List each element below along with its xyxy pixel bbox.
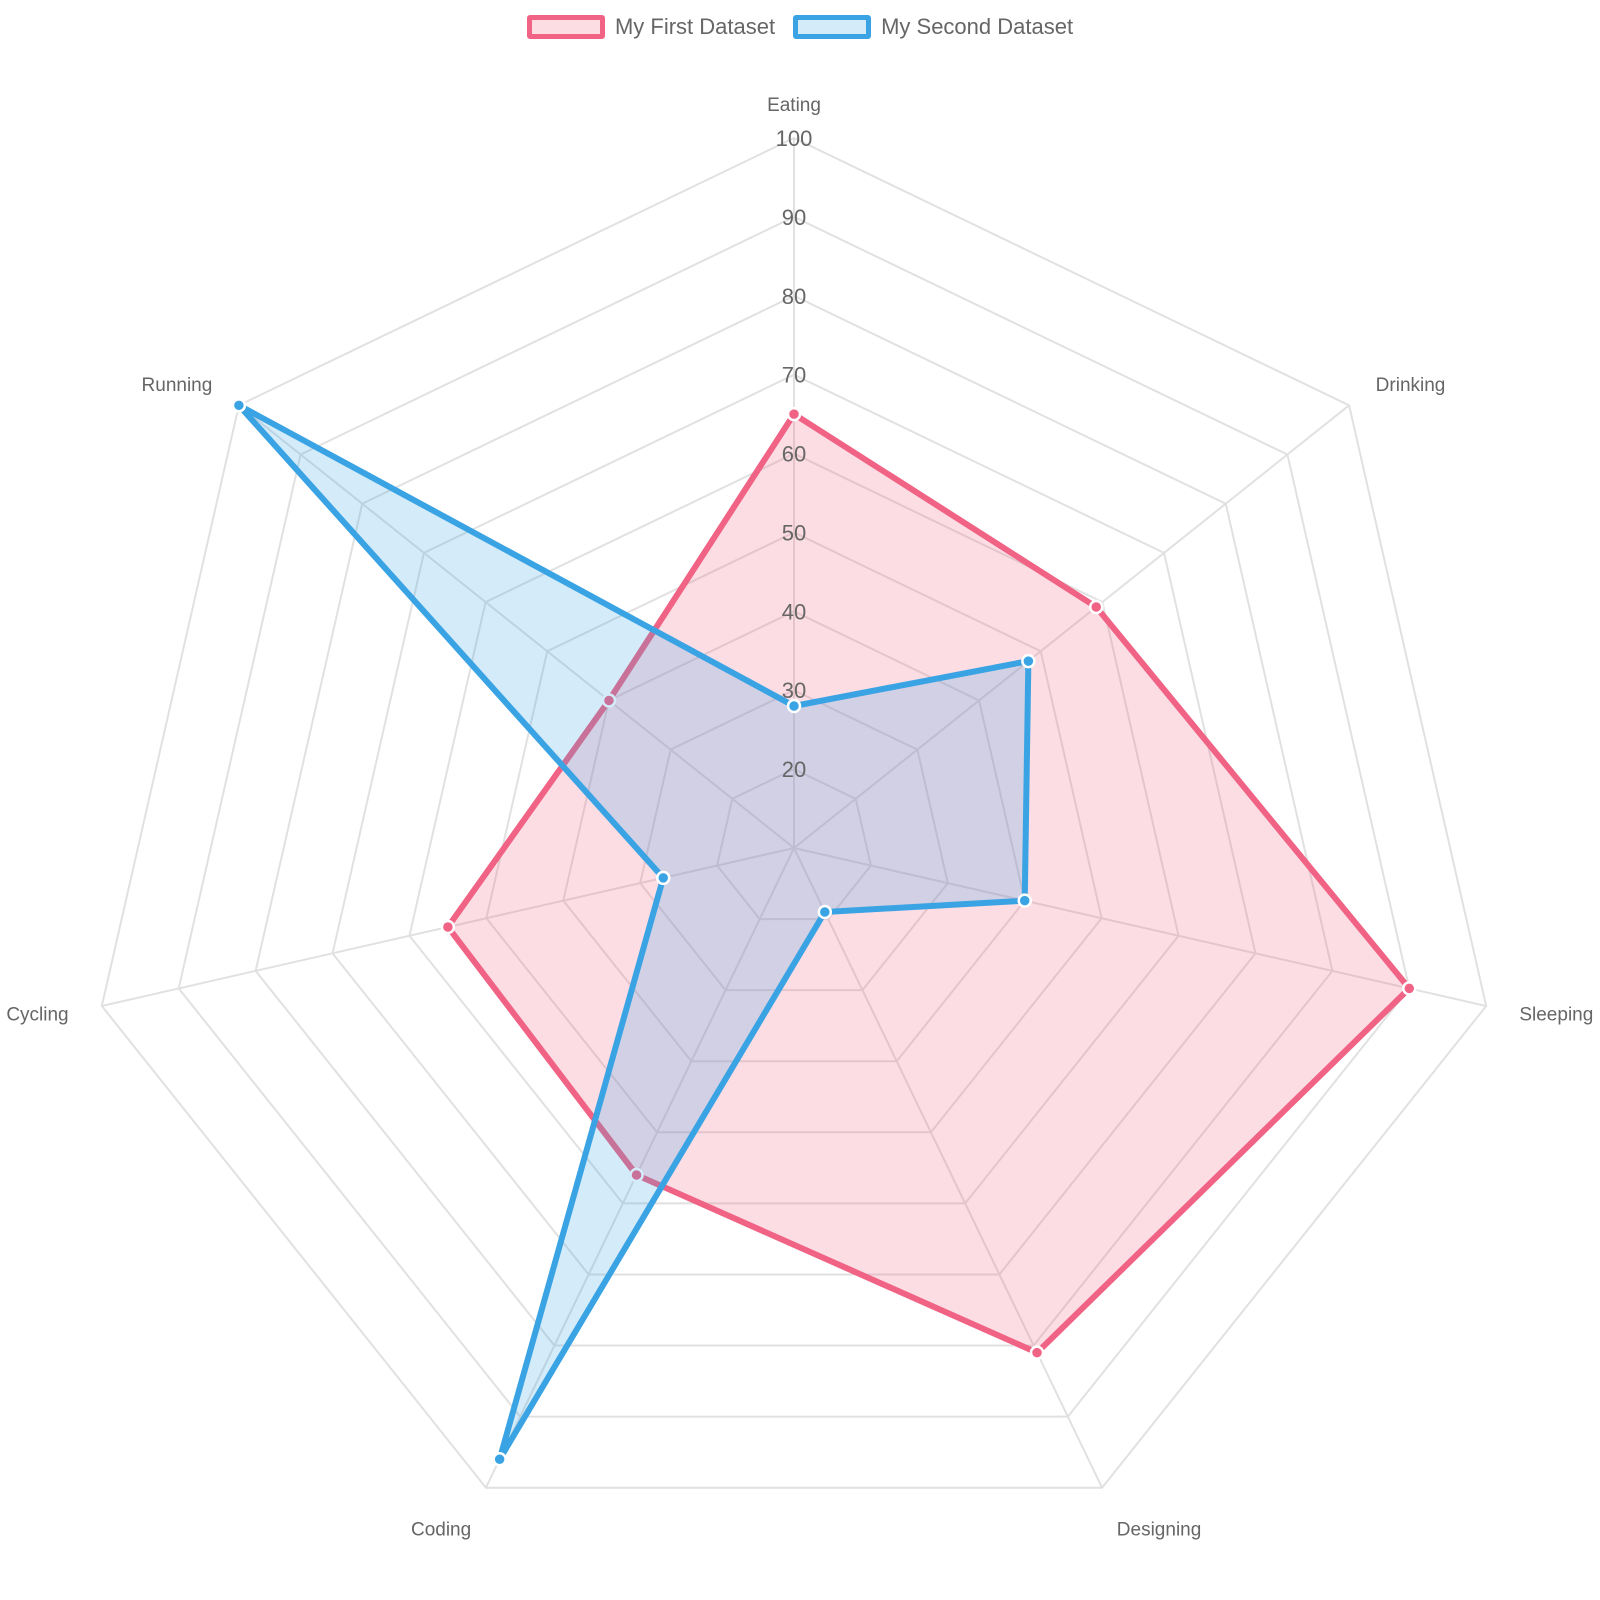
legend-item-first-dataset[interactable]: My First Dataset — [526, 14, 776, 40]
data-point-2 — [231, 398, 247, 413]
tick-label: 60 — [782, 442, 806, 467]
grid-ring — [485, 531, 1103, 1134]
grid-ring — [331, 373, 1257, 1276]
axis-label-coding: Coding — [411, 1519, 471, 1540]
grid-ring — [562, 610, 1026, 1063]
chart-legend: My First Dataset My Second Dataset — [0, 14, 1600, 40]
axis-label-drinking: Drinking — [1376, 375, 1446, 396]
tick-label: 30 — [782, 678, 806, 703]
series-area-2 — [236, 402, 1032, 1461]
tick-label: 80 — [782, 284, 806, 309]
grid-ring — [100, 136, 1488, 1489]
axis-label-running: Running — [142, 375, 213, 396]
data-point-2 — [817, 904, 833, 920]
data-point-1 — [1029, 1345, 1045, 1360]
grid-ring — [408, 452, 1180, 1205]
tick-label: 40 — [782, 599, 806, 624]
grid-ring — [177, 215, 1411, 1418]
data-point-2 — [786, 698, 802, 714]
data-point-2 — [1017, 893, 1032, 908]
grid-ring — [254, 294, 1334, 1347]
data-point-1 — [629, 1167, 644, 1183]
legend-swatch-second-dataset — [793, 15, 872, 39]
tick-label: 90 — [782, 205, 806, 230]
grid-spoke — [793, 404, 1350, 849]
axis-label-eating: Eating — [767, 95, 821, 116]
axis-label-cycling: Cycling — [6, 1005, 68, 1026]
legend-item-second-dataset[interactable]: My Second Dataset — [793, 14, 1073, 40]
grid-spoke — [793, 847, 1487, 1007]
axis-label-designing: Designing — [1117, 1519, 1202, 1540]
data-point-1 — [1402, 981, 1417, 996]
tick-label: 50 — [782, 520, 806, 545]
grid-spoke — [793, 847, 1103, 1489]
axis-label-sleeping: Sleeping — [1519, 1005, 1593, 1026]
data-point-2 — [1021, 653, 1036, 669]
grid-spoke — [485, 847, 795, 1489]
data-point-2 — [492, 1452, 507, 1467]
legend-label-first-dataset: My First Dataset — [614, 14, 776, 39]
grid-spoke — [238, 404, 795, 849]
data-point-1 — [1088, 599, 1104, 615]
data-point-1 — [440, 919, 456, 935]
tick-label: 70 — [782, 363, 806, 388]
data-point-1 — [786, 406, 802, 422]
legend-swatch-first-dataset — [526, 15, 605, 39]
data-point-2 — [656, 870, 671, 886]
tick-label: 20 — [782, 757, 806, 782]
data-point-1 — [601, 693, 617, 708]
legend-label-second-dataset: My Second Dataset — [881, 14, 1074, 39]
grid-ring — [639, 689, 949, 992]
grid-ring — [716, 768, 872, 921]
tick-label: 100 — [776, 126, 813, 151]
